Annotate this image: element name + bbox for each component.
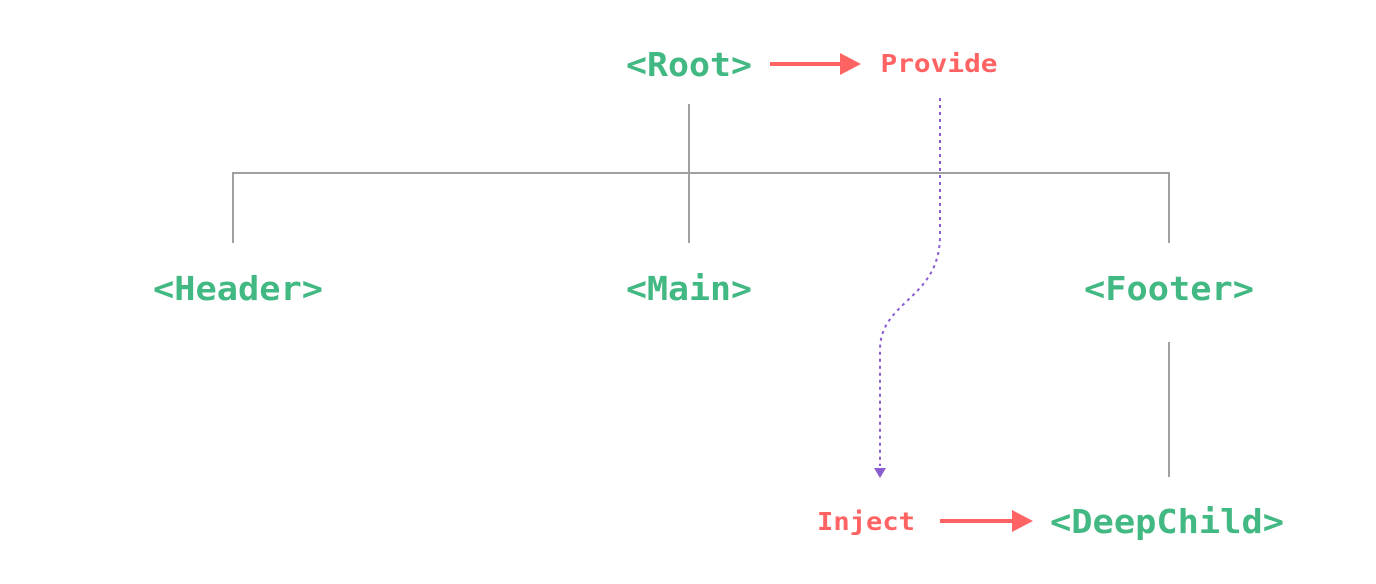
inject-label: Inject — [817, 507, 915, 536]
node-root: <Root> — [626, 45, 752, 84]
injection-path — [874, 98, 941, 478]
node-main: <Main> — [626, 269, 752, 308]
node-footer: <Footer> — [1084, 269, 1254, 308]
tree-lines — [232, 104, 1170, 477]
children-connector — [232, 172, 1170, 243]
injection-arrowhead-icon — [874, 468, 886, 478]
provide-label: Provide — [881, 49, 998, 78]
inject-arrow — [940, 510, 1033, 532]
node-deep-child: <DeepChild> — [1050, 502, 1284, 541]
node-header: <Header> — [153, 269, 323, 308]
provide-arrow — [770, 53, 861, 75]
